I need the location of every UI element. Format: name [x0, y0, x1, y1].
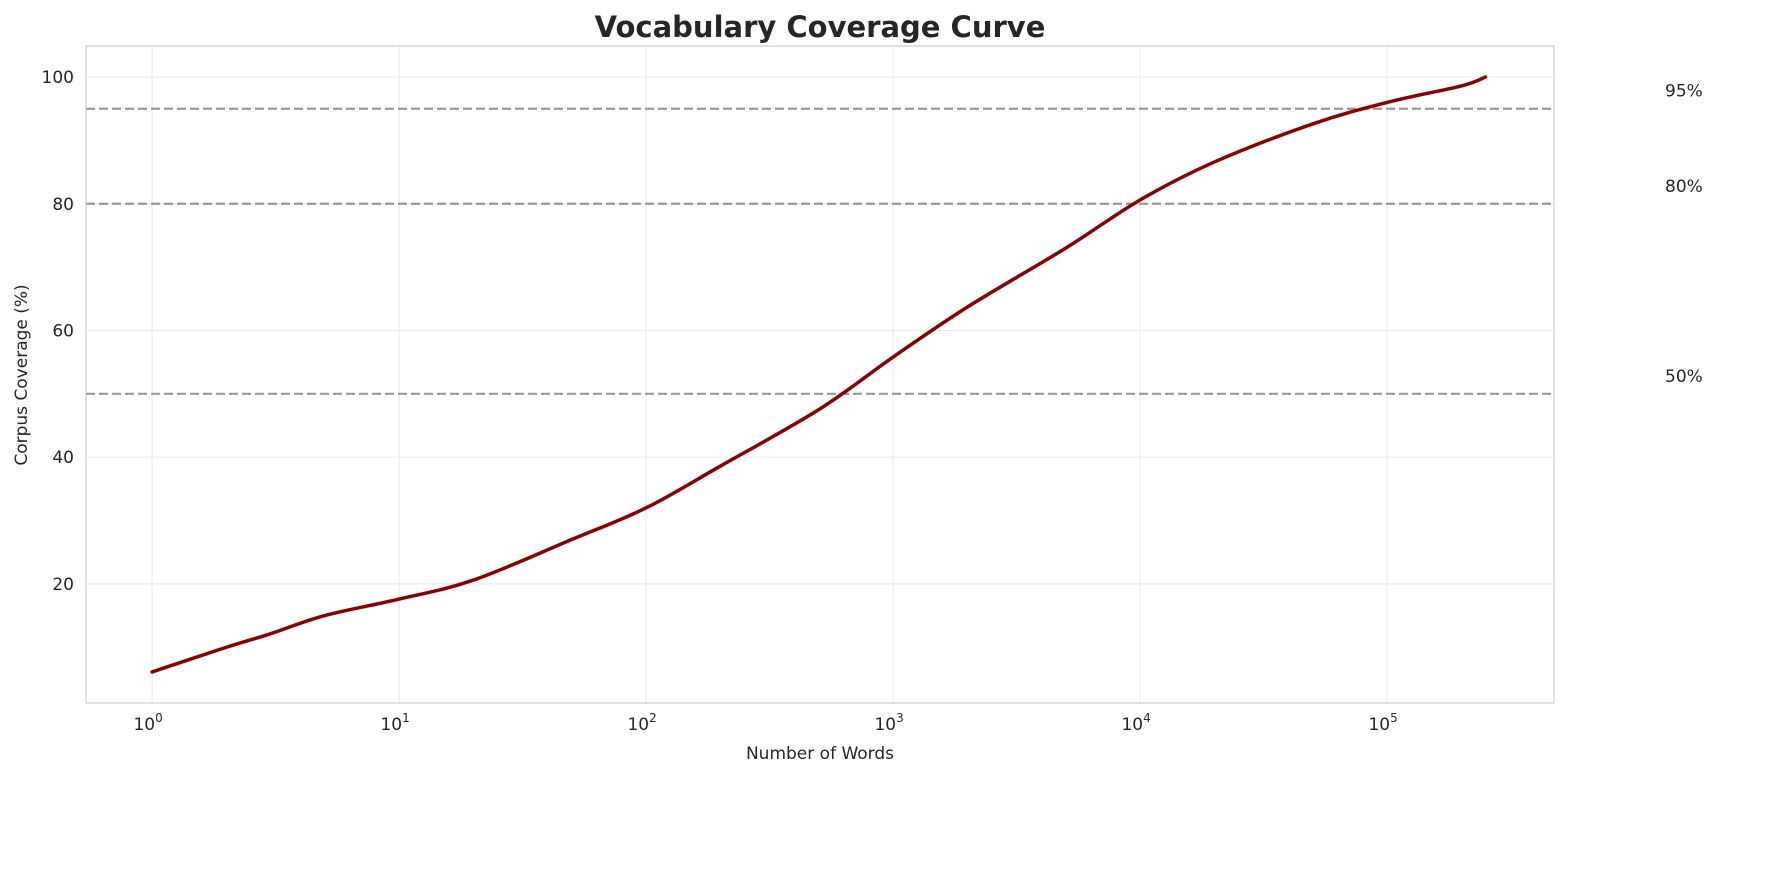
x-tick-label: 103	[874, 711, 903, 735]
x-tick-label: 102	[627, 711, 656, 735]
x-ticks: 100 101 102 103 104 105	[133, 711, 1397, 735]
reference-label: 80%	[1665, 177, 1703, 197]
x-tick-label: 101	[380, 711, 409, 735]
x-tick-label: 100	[133, 711, 162, 735]
reference-label: 50%	[1665, 367, 1703, 387]
y-tick-label: 100	[42, 68, 74, 88]
grid	[86, 46, 1554, 703]
plot-frame	[85, 45, 1555, 704]
y-tick-label: 80	[52, 195, 74, 215]
y-tick-label: 20	[52, 575, 74, 595]
series	[150, 75, 1488, 674]
chart-title: Vocabulary Coverage Curve	[595, 10, 1046, 44]
x-axis-label: Number of Words	[746, 744, 894, 764]
reference-label: 95%	[1665, 82, 1703, 102]
coverage-line	[150, 75, 1488, 674]
y-tick-label: 60	[52, 321, 74, 341]
y-axis-label: Corpus Coverage (%)	[12, 284, 32, 465]
y-ticks: 20 40 60 80 100	[42, 68, 74, 595]
reference-lines: 95% 80% 50%	[86, 82, 1703, 395]
x-tick-label: 105	[1368, 711, 1397, 735]
y-tick-label: 40	[52, 448, 74, 468]
x-tick-label: 104	[1121, 711, 1150, 735]
